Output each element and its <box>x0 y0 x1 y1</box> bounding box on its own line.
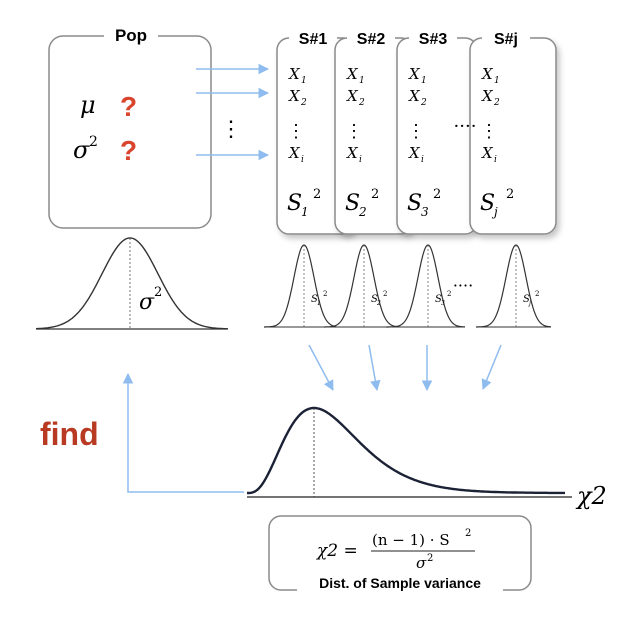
formula-lhs: χ2 = <box>316 541 358 561</box>
sigma-question-mark: ? <box>120 135 137 166</box>
sample-value-x2: X <box>346 87 359 105</box>
sample-value-subscript: i <box>421 155 424 165</box>
sample-variance-subscript: 1 <box>301 205 309 219</box>
population-to-sample-arrows <box>196 63 270 161</box>
population-curve-sigma: σ <box>139 290 155 315</box>
sample-value-subscript: 1 <box>359 76 365 86</box>
sample-title: S#1 <box>299 31 328 48</box>
chi-square-curve: χ2 <box>247 406 607 510</box>
sample-variance-subscript: j <box>491 205 498 219</box>
sample-value-subscript: 1 <box>301 76 307 86</box>
sample-value-xi: X <box>346 144 359 162</box>
sample-variance-subscript: 2 <box>358 205 367 219</box>
sample-variance-subscript: 3 <box>421 205 429 219</box>
sample-vertical-ellipsis: ⋮ <box>287 121 305 142</box>
population-box: Pop μ ? σ 2 ? <box>48 24 212 229</box>
sample-value-subscript: 1 <box>494 76 500 86</box>
sample-curve-label-subscript: 2 <box>376 300 381 307</box>
formula-denominator-exponent: 2 <box>427 553 433 564</box>
population-title: Pop <box>115 26 147 45</box>
sample-value-subscript: 2 <box>358 98 365 108</box>
population-curve-sigma-exponent: 2 <box>154 285 162 300</box>
sigma-exponent: 2 <box>89 134 98 150</box>
sample-value-subscript: 2 <box>493 98 500 108</box>
mu-symbol: μ <box>80 91 96 119</box>
sample-value-subscript: 1 <box>421 76 427 86</box>
sample-variance-exponent: 2 <box>313 187 321 202</box>
sample-variance-exponent: 2 <box>371 187 379 202</box>
sample-curve-label-exponent: 2 <box>535 290 539 298</box>
sample-curve-2: S 22 <box>324 244 399 328</box>
sample-value-x1: X <box>288 65 301 83</box>
formula-numerator: (n − 1) · S <box>372 531 450 549</box>
sample-value-subscript: i <box>301 155 304 165</box>
sample-vertical-ellipsis: ⋮ <box>480 121 498 142</box>
sample-curve-label-exponent: 2 <box>383 290 387 298</box>
sample-curve-label-subscript: 1 <box>317 300 321 307</box>
formula-caption: Dist. of Sample variance <box>319 575 481 591</box>
curve-ellipsis: ···· <box>453 276 473 295</box>
sample-vertical-ellipsis: ⋮ <box>407 121 425 142</box>
mu-question-mark: ? <box>120 91 137 122</box>
population-arrows-ellipsis: ⋮ <box>220 117 242 142</box>
sample-value-x2: X <box>288 87 301 105</box>
sample-curve-label-exponent: 2 <box>323 290 327 298</box>
sample-box-2: S#2X 1X 2X i⋮S22 <box>334 28 414 235</box>
sample-to-chi-arrows <box>308 344 502 392</box>
sample-value-xi: X <box>408 144 421 162</box>
formula-box: χ2 = (n − 1) · S 2 σ 2 Dist. of Sample v… <box>268 515 532 601</box>
sample-value-x2: X <box>408 87 421 105</box>
sample-curve-label: S <box>523 294 530 305</box>
sample-variance: S <box>407 191 422 216</box>
sample-title: S#3 <box>419 31 448 48</box>
sample-value-subscript: 2 <box>300 98 307 108</box>
find-arrow <box>122 372 244 493</box>
sample-value-subscript: i <box>494 155 497 165</box>
sample-box-4: S#jX 1X 2X i⋮Sj2 <box>469 28 557 235</box>
sample-ellipsis: ···· <box>454 116 477 137</box>
sample-variance: S <box>287 191 302 216</box>
sample-title: S#2 <box>357 31 386 48</box>
sigma-symbol: σ <box>73 136 90 164</box>
sample-curve-3: S 32 <box>386 244 465 328</box>
sample-curve-label-subscript: 3 <box>441 300 445 307</box>
sample-value-subscript: i <box>359 155 362 165</box>
sample-variance-exponent: 2 <box>433 187 441 202</box>
chi-axis-label: χ2 <box>575 482 607 510</box>
sample-value-x1: X <box>481 65 494 83</box>
formula-numerator-exponent: 2 <box>465 528 471 539</box>
sample-curve-1: S 12 <box>264 244 337 328</box>
sample-value-xi: X <box>288 144 301 162</box>
sample-curve-label: S <box>435 294 442 305</box>
sample-title: S#j <box>494 31 518 48</box>
population-normal-curve: σ 2 <box>35 237 228 330</box>
sample-value-subscript: 2 <box>420 98 427 108</box>
find-label: find <box>40 416 99 452</box>
sample-variance: S <box>480 191 495 216</box>
formula-denominator: σ <box>416 554 427 572</box>
sample-curve-label: S <box>371 294 378 305</box>
sample-curve-label-exponent: 2 <box>447 290 451 298</box>
sample-curve-label: S <box>311 294 318 305</box>
sample-box-3: S#3X 1X 2X i⋮S32 <box>396 28 478 235</box>
sample-curve-label-subscript: j <box>527 300 531 307</box>
sample-value-x1: X <box>408 65 421 83</box>
sample-value-x2: X <box>481 87 494 105</box>
sample-variance-exponent: 2 <box>506 187 514 202</box>
sample-variance: S <box>345 191 360 216</box>
sample-vertical-ellipsis: ⋮ <box>345 121 363 142</box>
sample-value-x1: X <box>346 65 359 83</box>
sample-value-xi: X <box>481 144 494 162</box>
